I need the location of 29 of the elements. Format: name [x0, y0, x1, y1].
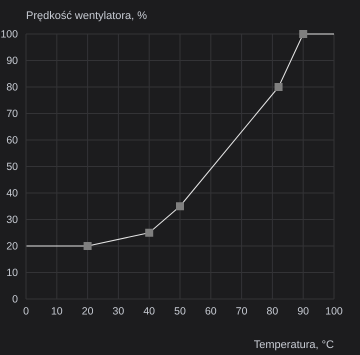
y-tick-label: 70	[6, 108, 18, 120]
point	[274, 83, 283, 91]
y-tick-label: 0	[12, 294, 18, 306]
y-tick-label: 20	[6, 240, 18, 253]
x-tick-label: 30	[112, 305, 124, 318]
y-tick-label: 100	[0, 28, 18, 41]
x-tick-label: 20	[82, 305, 94, 318]
x-tick-label: 80	[266, 305, 278, 318]
x-tick-label: 50	[174, 305, 186, 318]
point	[176, 202, 184, 210]
x-axis-title: Temperatura, °C	[254, 339, 334, 351]
y-tick-label: 40	[6, 188, 18, 200]
x-tick-label: 40	[143, 305, 156, 318]
x-tick-label: 0	[23, 305, 30, 318]
x-tick-label: 10	[50, 305, 63, 318]
y-tick-label: 60	[6, 134, 18, 147]
x-tick-label: 90	[297, 305, 310, 318]
y-tick-label: 10	[6, 267, 18, 280]
x-tick-label: 100	[325, 305, 343, 318]
point	[299, 30, 308, 38]
y-axis-title: Prędkość wentylatora, %	[26, 10, 148, 22]
point	[145, 228, 154, 237]
point	[84, 242, 92, 250]
y-tick-label: 90	[6, 55, 18, 68]
y-tick-label: 80	[6, 82, 18, 94]
x-tick-label: 70	[236, 305, 248, 318]
y-tick-label: 30	[6, 214, 18, 226]
y-tick-label: 50	[6, 161, 18, 174]
x-tick-label: 60	[204, 305, 217, 318]
